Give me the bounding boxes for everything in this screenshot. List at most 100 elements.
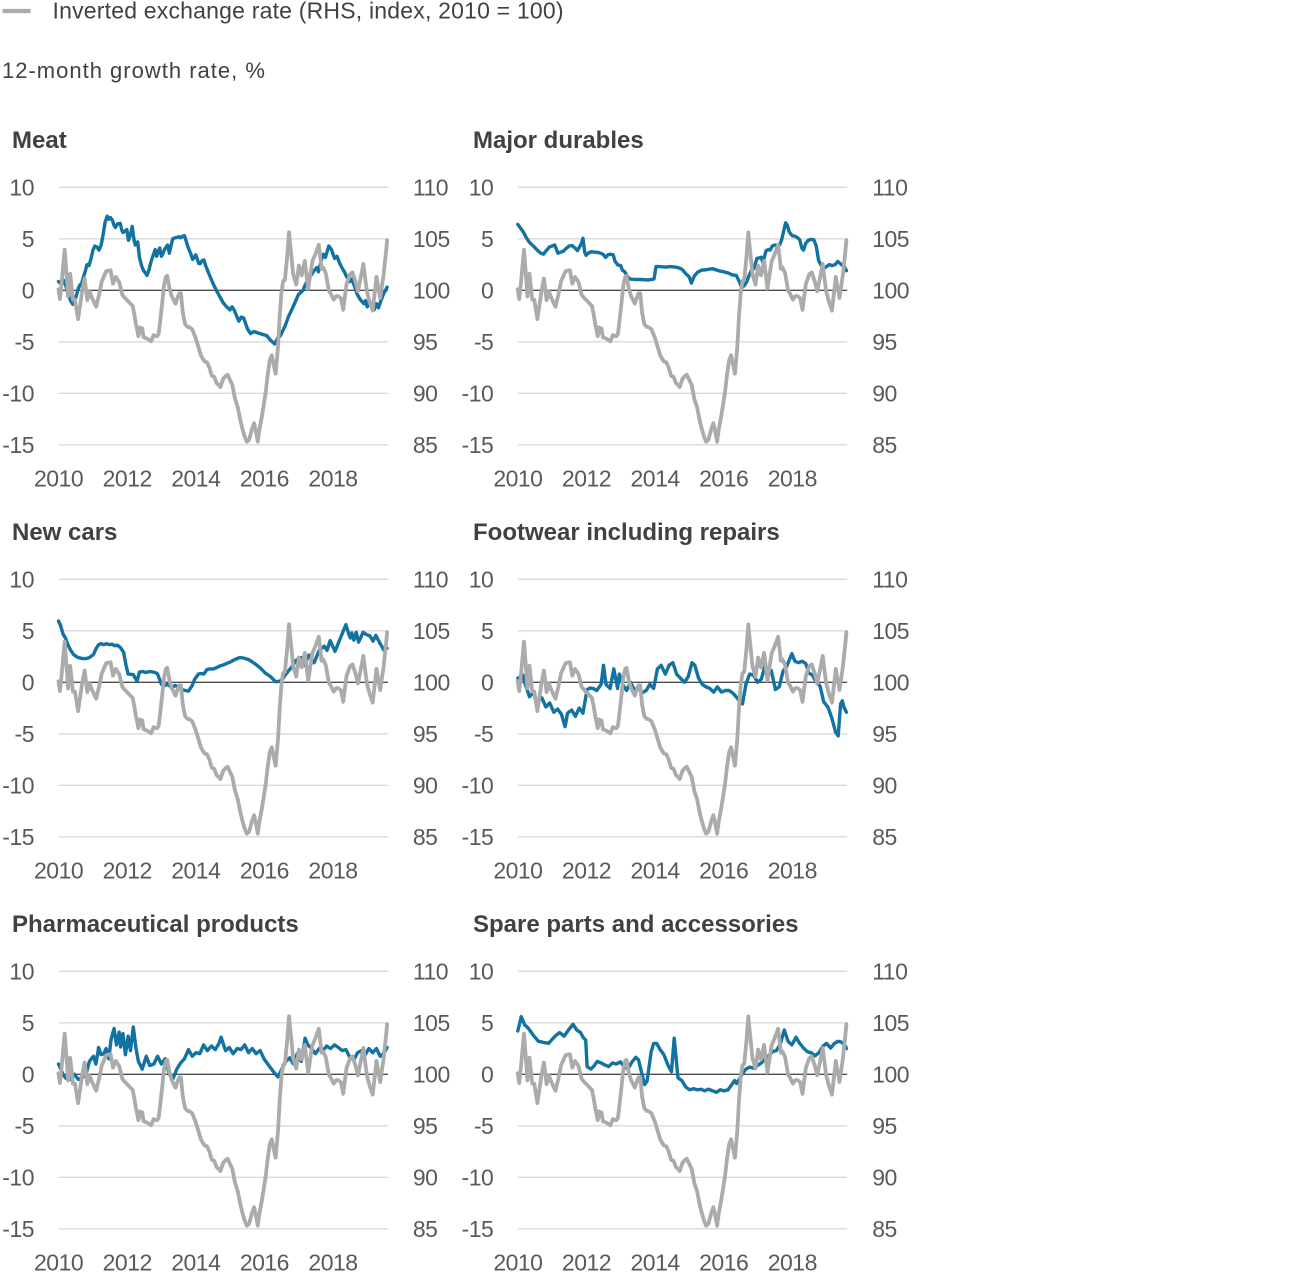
svg-text:90: 90	[872, 773, 897, 799]
svg-text:10: 10	[469, 959, 494, 985]
svg-text:Pharmaceutical products: Pharmaceutical products	[12, 911, 299, 938]
svg-text:2016: 2016	[699, 466, 748, 492]
svg-text:90: 90	[872, 1165, 897, 1191]
svg-text:10: 10	[469, 175, 494, 201]
svg-text:-10: -10	[462, 1165, 494, 1191]
svg-text:100: 100	[413, 278, 450, 304]
svg-text:2010: 2010	[34, 858, 83, 884]
svg-text:Spare parts and accessories: Spare parts and accessories	[473, 911, 799, 938]
svg-text:10: 10	[9, 567, 34, 593]
svg-text:105: 105	[413, 226, 450, 252]
svg-text:-5: -5	[15, 721, 34, 747]
svg-text:Major durables: Major durables	[473, 127, 644, 154]
svg-text:105: 105	[413, 618, 450, 644]
svg-text:New cars: New cars	[12, 519, 117, 546]
svg-text:105: 105	[872, 618, 909, 644]
svg-text:95: 95	[413, 721, 438, 747]
svg-text:85: 85	[872, 824, 897, 850]
svg-text:5: 5	[481, 618, 493, 644]
svg-text:-5: -5	[474, 721, 493, 747]
svg-text:-10: -10	[2, 773, 34, 799]
svg-text:2018: 2018	[308, 858, 357, 884]
svg-text:2012: 2012	[562, 858, 611, 884]
svg-text:-5: -5	[474, 329, 493, 355]
svg-text:2014: 2014	[631, 1250, 681, 1276]
svg-text:2018: 2018	[308, 1250, 357, 1276]
svg-text:110: 110	[413, 567, 448, 593]
svg-text:-10: -10	[462, 773, 494, 799]
svg-text:-5: -5	[15, 1113, 34, 1139]
svg-text:Meat: Meat	[12, 127, 67, 154]
svg-text:-5: -5	[15, 329, 34, 355]
svg-text:2014: 2014	[631, 466, 681, 492]
svg-text:100: 100	[872, 670, 909, 696]
svg-text:105: 105	[872, 226, 909, 252]
svg-text:2012: 2012	[562, 1250, 611, 1276]
svg-text:105: 105	[872, 1010, 909, 1036]
svg-text:12-month growth rate, %: 12-month growth rate, %	[2, 58, 266, 83]
svg-text:5: 5	[22, 1010, 34, 1036]
svg-text:Footwear including repairs: Footwear including repairs	[473, 519, 780, 546]
svg-text:85: 85	[413, 432, 438, 458]
svg-text:2010: 2010	[493, 858, 542, 884]
svg-text:Inverted exchange rate (RHS, i: Inverted exchange rate (RHS, index, 2010…	[53, 0, 564, 24]
svg-text:2014: 2014	[171, 466, 221, 492]
svg-text:5: 5	[481, 1010, 493, 1036]
svg-text:2018: 2018	[768, 858, 817, 884]
svg-text:2010: 2010	[493, 466, 542, 492]
svg-text:95: 95	[872, 1113, 897, 1139]
svg-text:-15: -15	[2, 432, 34, 458]
svg-text:-10: -10	[462, 381, 494, 407]
svg-text:2012: 2012	[103, 1250, 152, 1276]
svg-text:2012: 2012	[103, 858, 152, 884]
svg-text:85: 85	[872, 1216, 897, 1242]
svg-text:0: 0	[481, 278, 493, 304]
svg-text:2010: 2010	[34, 466, 83, 492]
svg-text:2016: 2016	[699, 858, 748, 884]
svg-text:100: 100	[872, 1062, 909, 1088]
svg-text:0: 0	[22, 278, 34, 304]
svg-text:110: 110	[872, 959, 907, 985]
svg-text:2016: 2016	[240, 466, 289, 492]
svg-text:0: 0	[22, 670, 34, 696]
svg-text:100: 100	[413, 1062, 450, 1088]
svg-text:-5: -5	[474, 1113, 493, 1139]
svg-text:0: 0	[481, 670, 493, 696]
svg-text:-15: -15	[2, 1216, 34, 1242]
svg-text:-15: -15	[462, 824, 494, 850]
svg-text:2012: 2012	[103, 466, 152, 492]
svg-text:5: 5	[481, 226, 493, 252]
svg-text:90: 90	[413, 381, 438, 407]
svg-text:90: 90	[413, 773, 438, 799]
svg-text:95: 95	[413, 1113, 438, 1139]
svg-text:110: 110	[872, 567, 907, 593]
svg-text:95: 95	[872, 721, 897, 747]
svg-text:-15: -15	[462, 432, 494, 458]
svg-text:90: 90	[872, 381, 897, 407]
svg-text:0: 0	[22, 1062, 34, 1088]
svg-text:90: 90	[413, 1165, 438, 1191]
svg-text:2014: 2014	[171, 1250, 221, 1276]
svg-text:-10: -10	[2, 1165, 34, 1191]
svg-text:105: 105	[413, 1010, 450, 1036]
svg-text:10: 10	[9, 959, 34, 985]
svg-text:10: 10	[9, 175, 34, 201]
svg-text:2014: 2014	[171, 858, 221, 884]
svg-text:85: 85	[413, 1216, 438, 1242]
svg-text:2010: 2010	[493, 1250, 542, 1276]
svg-text:2016: 2016	[699, 1250, 748, 1276]
svg-text:2018: 2018	[308, 466, 357, 492]
svg-text:100: 100	[413, 670, 450, 696]
svg-text:2016: 2016	[240, 1250, 289, 1276]
svg-text:85: 85	[872, 432, 897, 458]
svg-text:110: 110	[413, 959, 448, 985]
svg-text:110: 110	[413, 175, 448, 201]
svg-text:2016: 2016	[240, 858, 289, 884]
svg-text:2012: 2012	[562, 466, 611, 492]
svg-text:85: 85	[413, 824, 438, 850]
svg-text:2018: 2018	[768, 466, 817, 492]
svg-text:100: 100	[872, 278, 909, 304]
svg-text:2010: 2010	[34, 1250, 83, 1276]
svg-text:0: 0	[481, 1062, 493, 1088]
svg-text:5: 5	[22, 618, 34, 644]
